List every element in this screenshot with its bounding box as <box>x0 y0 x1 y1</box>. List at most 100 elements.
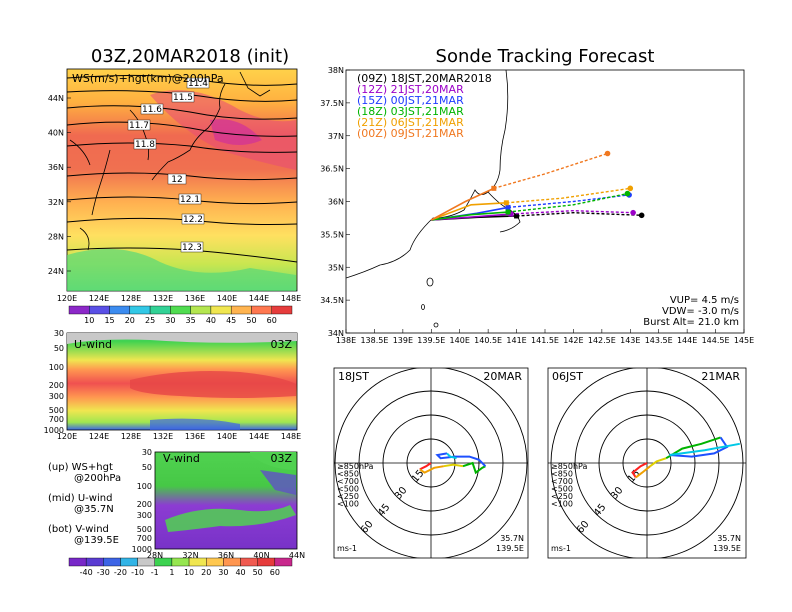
colorbar-label: 35 <box>186 316 196 325</box>
x-tick-label: 144E <box>677 336 697 345</box>
lat-ticks: 44N 40N 36N 32N 28N 24N <box>48 94 71 276</box>
burst-marker <box>505 204 511 210</box>
colorbar-swatch <box>223 557 241 567</box>
colorbar-swatch <box>85 557 104 567</box>
lat-tick-label: 24N <box>48 267 64 276</box>
hodo-segment <box>443 463 464 468</box>
x-tick-label: 138.5E <box>360 336 388 345</box>
burst-marker <box>514 213 520 219</box>
lon-ticks: 120E 124E 128E 132E 136E 140E 144E 148E <box>57 432 301 441</box>
x-tick-label: 140.5E <box>474 336 502 345</box>
x-tick-label: 142.5E <box>588 336 616 345</box>
colorbar-swatch <box>274 557 293 567</box>
u-wind-time: 03Z <box>270 338 292 351</box>
colorbar-swatch <box>149 305 171 315</box>
info-vup: VUP= 4.5 m/s <box>670 295 739 306</box>
contour-label: 11.5 <box>173 93 193 103</box>
ws-hgt-panel: 11.4 11.5 11.6 11.7 11.8 12 12.1 12.2 12… <box>48 68 301 303</box>
u-wind-label: U-wind <box>74 338 112 351</box>
hodo-right-date: 21MAR <box>701 370 740 383</box>
v-wind-time: 03Z <box>270 452 292 465</box>
hodo-segment <box>669 442 740 456</box>
pressure-tick-label: 200 <box>137 500 152 509</box>
contour-label: 11.4 <box>188 79 208 89</box>
x-tick-label: 145E <box>734 336 754 345</box>
pressure-tick-label: 300 <box>137 511 152 520</box>
landing-marker <box>624 190 631 197</box>
x-tick-label: 143E <box>620 336 640 345</box>
colorbar-label: 25 <box>145 316 155 325</box>
lon-tick-label: 124E <box>89 432 109 441</box>
lat-tick-label: 44N <box>48 94 64 103</box>
colorbar-label: 20 <box>201 568 211 577</box>
lon-tick-label: 140E <box>217 432 237 441</box>
ascent-track <box>430 187 495 221</box>
colorbar-label: 60 <box>267 316 277 325</box>
colorbar-swatch <box>210 305 232 315</box>
y-tick-label: 38N <box>328 66 344 75</box>
hodo-segment <box>446 452 457 460</box>
colorbar-label: 45 <box>226 316 236 325</box>
svg-text:(mid) U-wind: (mid) U-wind <box>48 493 112 504</box>
hodo-legend-entry: <700 <box>551 477 573 486</box>
colorbar-swatch <box>154 557 173 567</box>
colorbar-swatch <box>68 557 87 567</box>
hodo-legend-entry: <700 <box>337 477 359 486</box>
colorbar-swatch <box>137 557 155 567</box>
lon-tick-label: 120E <box>57 432 77 441</box>
hodo-legend-entry: <250 <box>337 492 359 501</box>
hodo-legend-entry: <250 <box>551 492 573 501</box>
hodo-segment <box>419 462 432 471</box>
lat-ticks: 28N 32N 36N 40N 44N <box>147 551 305 560</box>
hodo-legend-entry: ≥850hPa <box>551 462 588 471</box>
colorbar-swatch <box>190 305 212 315</box>
y-tick-label: 34.5N <box>320 296 344 305</box>
x-tick-label: 141.5E <box>531 336 559 345</box>
lon-tick-label: 124E <box>89 294 109 303</box>
lon-tick-label: 144E <box>249 294 269 303</box>
colorbar-label: 50 <box>246 316 256 325</box>
pressure-tick-label: 700 <box>49 415 64 424</box>
hodo-left-time: 18JST <box>338 370 369 383</box>
x-tick-label: 140E <box>450 336 470 345</box>
x-tick-label: 139.5E <box>417 336 445 345</box>
pressure-tick-label: 1000 <box>132 545 152 554</box>
y-tick-label: 37N <box>328 132 344 141</box>
lon-tick-label: 136E <box>185 432 205 441</box>
pressure-tick-label: 100 <box>137 482 152 491</box>
hodo-left-date: 20MAR <box>483 370 522 383</box>
panel-notes: (up) WS+hgt @200hPa (mid) U-wind @35.7N … <box>48 462 121 546</box>
lon-tick-label: 140E <box>217 294 237 303</box>
info-burst: Burst Alt= 21.0 km <box>643 317 739 328</box>
lon-tick-label: 148E <box>281 294 301 303</box>
lon-tick-label: 128E <box>121 432 141 441</box>
x-tick-label: 143.5E <box>645 336 673 345</box>
contour-label: 12.1 <box>180 195 200 205</box>
pressure-tick-label: 50 <box>54 344 64 353</box>
svg-text:(up) WS+hgt: (up) WS+hgt <box>48 462 113 473</box>
y-tick-label: 37.5N <box>320 99 344 108</box>
pressure-tick-label: 100 <box>49 363 64 372</box>
hodo-legend-entry: <100 <box>337 500 359 509</box>
contour-label: 12 <box>171 175 182 185</box>
ascent-track <box>431 211 509 221</box>
colorbar-swatch <box>230 305 252 315</box>
colorbar-label: -10 <box>131 568 144 577</box>
colorbar-swatch <box>120 557 138 567</box>
contour-label: 11.8 <box>135 140 155 150</box>
svg-text:(bot) V-wind: (bot) V-wind <box>48 524 109 535</box>
pressure-tick-label: 500 <box>137 525 152 534</box>
x-tick-label: 141E <box>506 336 526 345</box>
lat-tick-label: 36N <box>48 163 64 172</box>
lat-tick-label: 32N <box>48 198 64 207</box>
colorbar-swatch <box>251 305 272 315</box>
hodo-legend-entry: <850 <box>551 470 573 479</box>
landing-marker <box>630 209 636 216</box>
pressure-tick-label: 700 <box>137 534 152 543</box>
info-vdw: VDW= -3.0 m/s <box>662 306 739 317</box>
ws-colorbar: 10 15 20 25 30 35 40 45 50 60 <box>68 305 293 325</box>
